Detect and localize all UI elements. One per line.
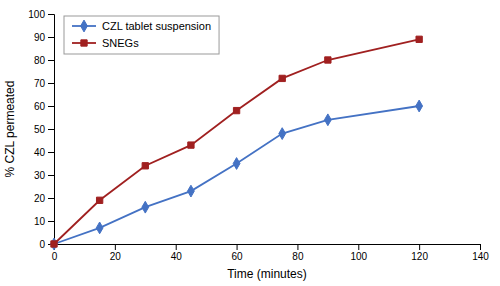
tick-mark — [237, 244, 238, 250]
tick: 80 — [34, 55, 54, 66]
tick-label: 40 — [34, 147, 46, 158]
tick-mark — [48, 129, 54, 130]
tick-label: 60 — [34, 101, 46, 112]
tick-mark — [48, 198, 54, 199]
tick: 20 — [110, 244, 122, 262]
point — [51, 238, 58, 250]
point — [142, 201, 149, 213]
point — [233, 158, 240, 170]
tick: 100 — [28, 9, 54, 20]
marks — [51, 36, 423, 250]
series-line — [54, 106, 419, 244]
tick: 50 — [34, 124, 54, 135]
point — [96, 222, 103, 234]
tick-label: 20 — [34, 193, 46, 204]
tick-label: 70 — [34, 78, 46, 89]
tick-mark — [115, 244, 116, 250]
tick-mark — [48, 152, 54, 153]
point — [324, 114, 331, 126]
tick-label: 100 — [350, 251, 367, 262]
legend: CZL tablet suspension SNEGs — [64, 16, 219, 54]
legend-item: SNEGs — [72, 37, 139, 49]
legend-symbol — [81, 40, 87, 46]
tick-label: 90 — [34, 32, 46, 43]
tick-mark — [419, 244, 420, 250]
tick-mark — [48, 175, 54, 176]
point — [233, 107, 239, 113]
tick-mark — [48, 37, 54, 38]
tick-label: 140 — [472, 251, 489, 262]
tick-label: 20 — [110, 251, 122, 262]
tick-mark — [176, 244, 177, 250]
legend-symbol — [81, 20, 88, 32]
y-axis: 0 10 20 30 40 50 60 70 80 90 100 — [28, 9, 54, 250]
x-axis-title: Time (minutes) — [227, 267, 307, 281]
point — [416, 100, 423, 112]
y-axis-title: % CZL permeated — [3, 81, 17, 178]
tick-mark — [48, 60, 54, 61]
axis-domain — [55, 245, 481, 251]
point — [188, 185, 195, 197]
tick-mark — [48, 221, 54, 222]
legend-box — [64, 16, 219, 54]
tick: 90 — [34, 32, 54, 43]
axis-domain — [48, 15, 55, 245]
tick-label: 120 — [411, 251, 428, 262]
tick-label: 50 — [34, 124, 46, 135]
tick: 60 — [232, 244, 244, 262]
tick-mark — [48, 83, 54, 84]
tick-label: 100 — [28, 9, 45, 20]
point — [325, 57, 331, 63]
tick-label: 30 — [34, 170, 46, 181]
tick-label: 40 — [171, 251, 183, 262]
tick: 40 — [171, 244, 183, 262]
point — [279, 75, 285, 81]
tick: 40 — [34, 147, 54, 158]
tick-label: 80 — [292, 251, 304, 262]
tick: 30 — [34, 170, 54, 181]
tick-label: 80 — [34, 55, 46, 66]
series-line — [54, 39, 419, 244]
chart: 0 20 40 60 80 100 120 140 0 10 20 30 40 50 60 70 80 90 100… — [0, 0, 500, 286]
point — [416, 36, 422, 42]
tick-mark — [48, 14, 54, 15]
tick-mark — [48, 106, 54, 107]
tick-mark — [358, 244, 359, 250]
tick: 100 — [350, 244, 367, 262]
legend-label: SNEGs — [102, 37, 139, 49]
point — [142, 163, 148, 169]
plot-area: 0 20 40 60 80 100 120 140 0 10 20 30 40 50 60 70 80 90 100… — [28, 9, 489, 262]
legend-item: CZL tablet suspension — [72, 20, 211, 32]
tick: 20 — [34, 193, 54, 204]
tick: 80 — [292, 244, 304, 262]
x-axis: 0 20 40 60 80 100 120 140 — [52, 244, 490, 262]
legend-label: CZL tablet suspension — [102, 20, 211, 32]
point — [96, 197, 102, 203]
tick: 120 — [411, 244, 428, 262]
tick-label: 10 — [34, 216, 46, 227]
tick-label: 60 — [232, 251, 244, 262]
point — [51, 241, 57, 247]
tick: 60 — [34, 101, 54, 112]
tick-label: 0 — [52, 251, 58, 262]
point — [188, 142, 194, 148]
tick-mark — [480, 244, 481, 250]
tick: 70 — [34, 78, 54, 89]
tick-label: 0 — [39, 239, 45, 250]
tick: 10 — [34, 216, 54, 227]
point — [279, 128, 286, 140]
tick: 140 — [472, 244, 489, 262]
tick-mark — [297, 244, 298, 250]
